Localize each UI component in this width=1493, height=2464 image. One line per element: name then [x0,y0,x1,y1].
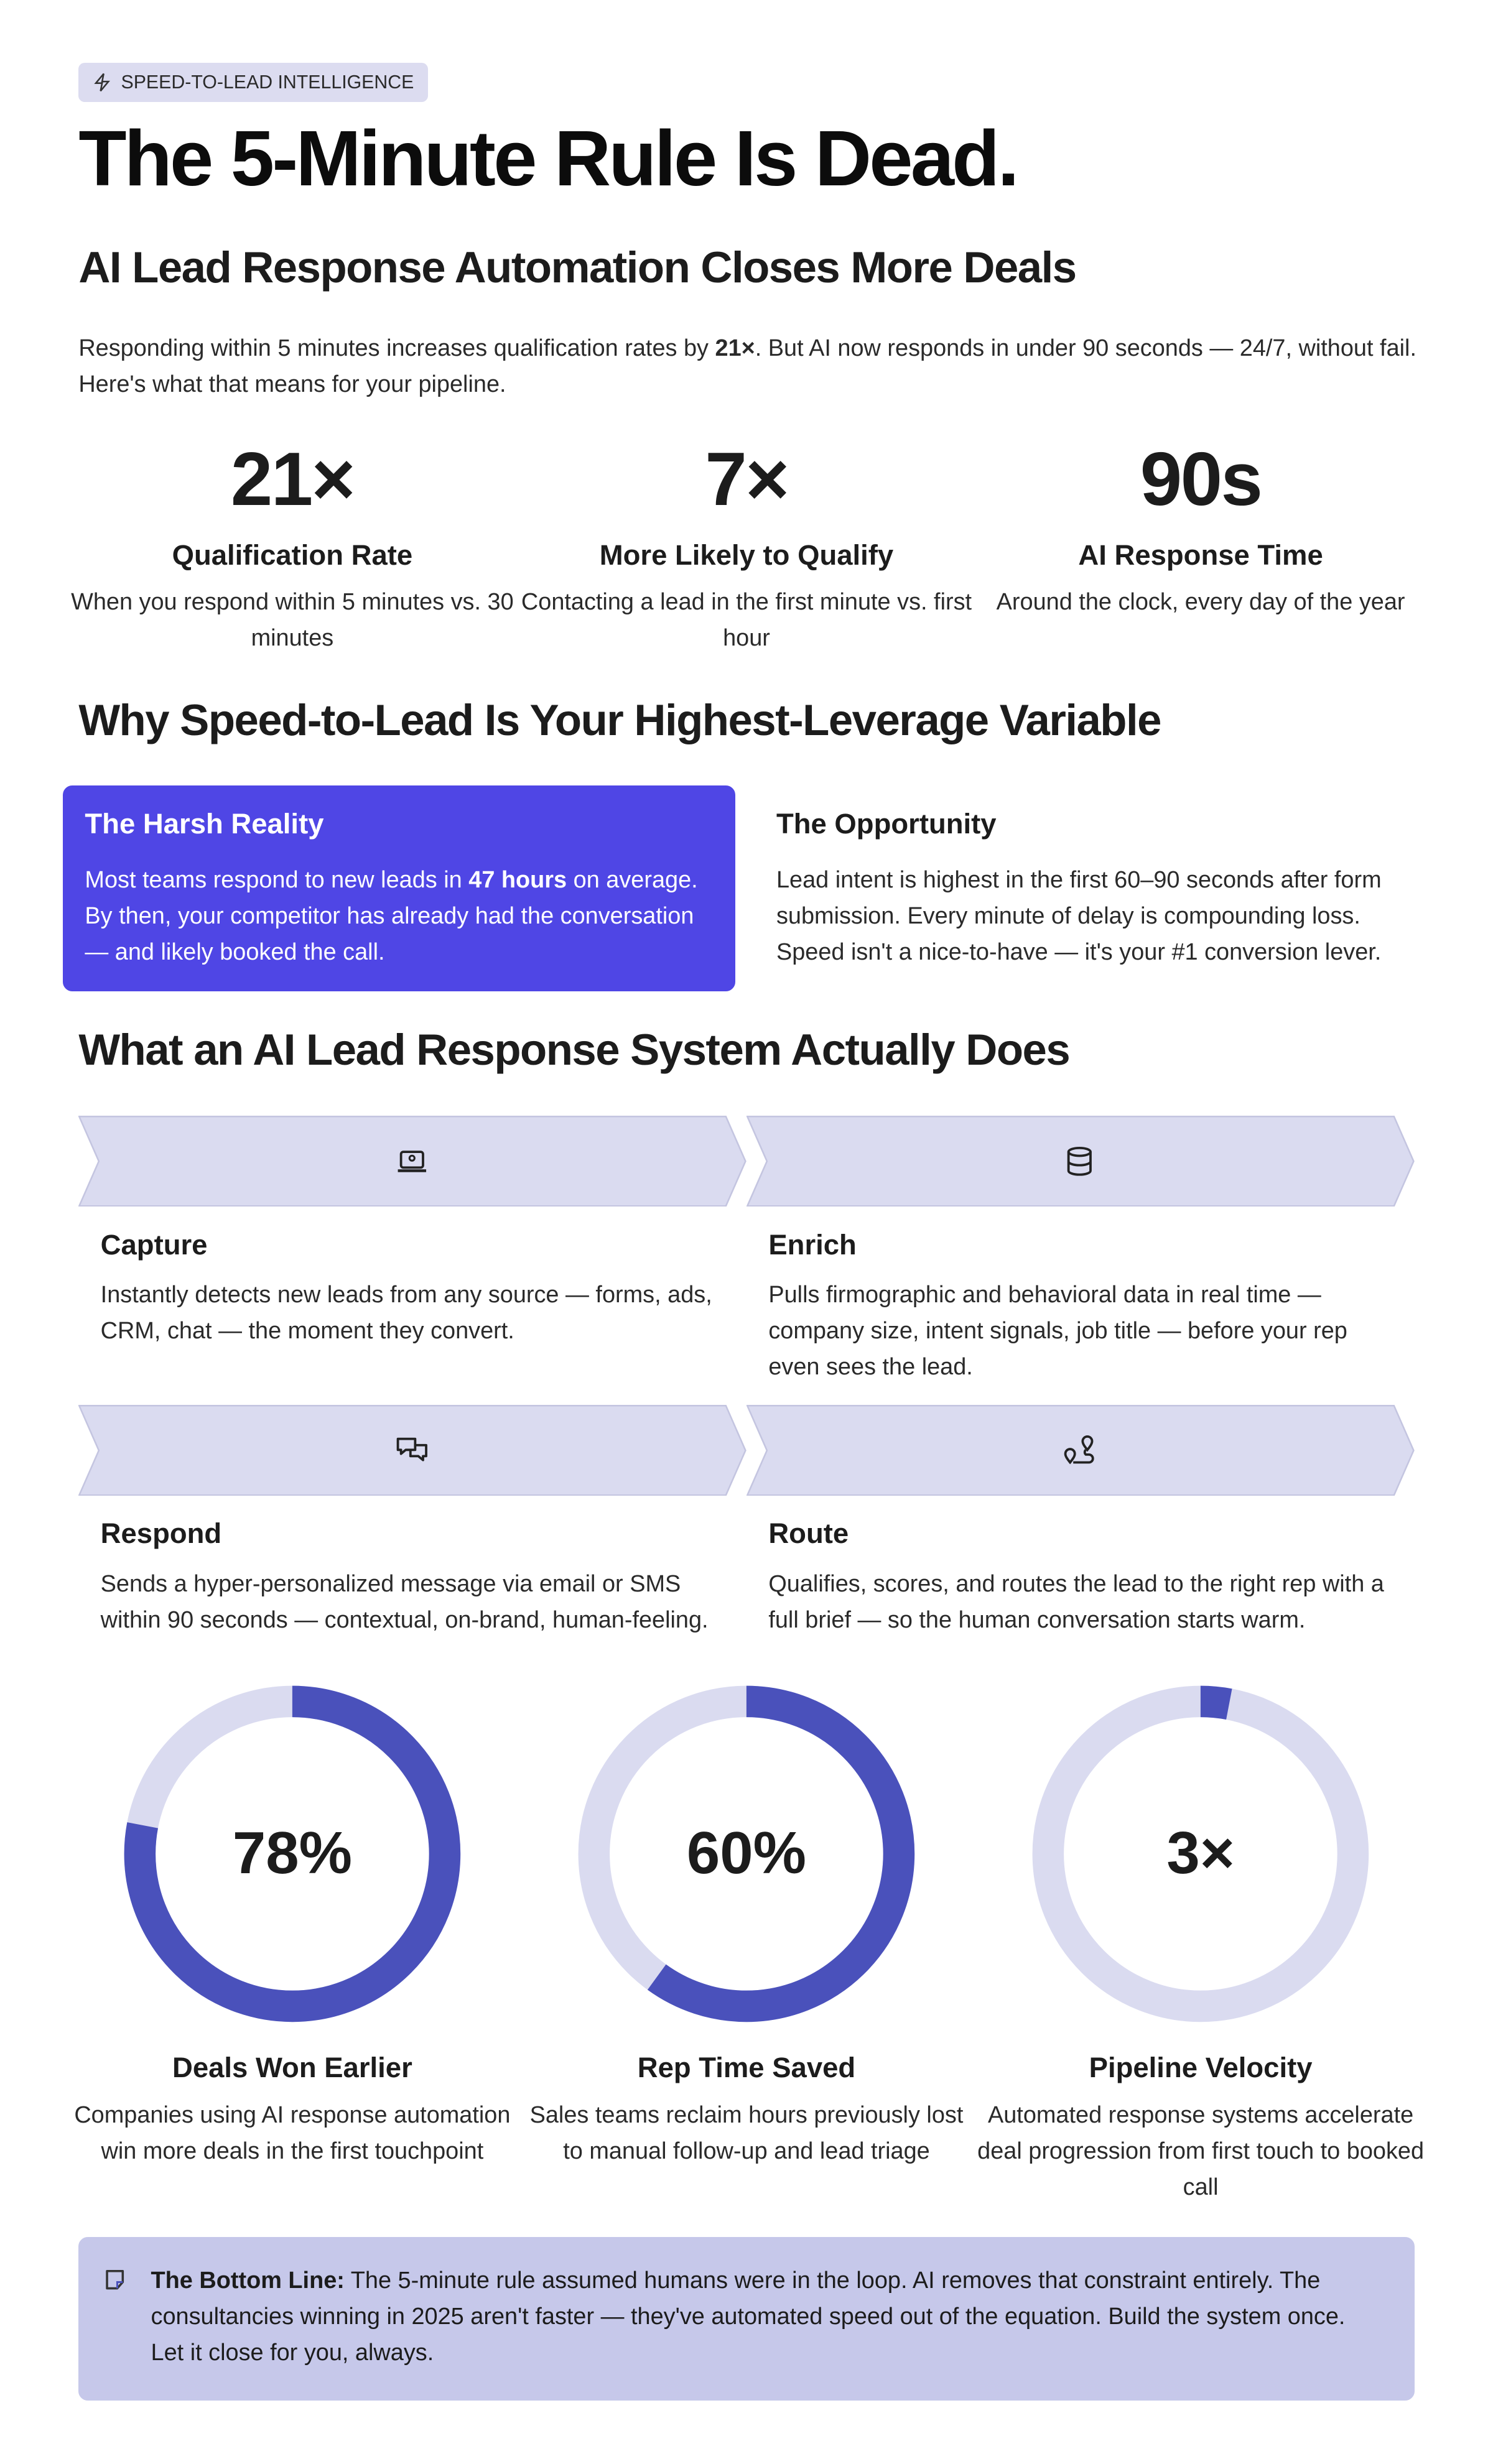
stat-desc: When you respond within 5 minutes vs. 30… [71,588,514,651]
step-title: Enrich [768,1228,857,1261]
chevron-banner [746,1404,1415,1496]
ring-deals-won: 78% Deals Won Earlier Companies using AI… [65,1681,521,2169]
badge-label: SPEED-TO-LEAD INTELLIGENCE [121,72,414,93]
step-desc: Sends a hyper-personalized message via e… [100,1570,709,1633]
ring-desc: Companies using AI response automation w… [74,2101,511,2164]
database-icon [1067,1146,1092,1176]
step-title: Respond [100,1517,222,1550]
step-capture: Capture Instantly detects new leads from… [78,1115,746,1349]
stat-qualification-rate: 21× Qualification Rate When you respond … [65,432,521,656]
stat-ai-response-time: 90s AI Response Time Around the clock, e… [973,432,1429,620]
intro-text: Responding within 5 minutes increases qu… [78,335,1416,397]
route-pins-icon [1064,1435,1094,1465]
stat-label: More Likely to Qualify [599,539,894,571]
harsh-reality-card: The Harsh Reality Most teams respond to … [63,785,736,992]
page-subtitle: AI Lead Response Automation Closes More … [78,243,1077,292]
step-desc: Pulls firmographic and behavioral data i… [768,1281,1347,1381]
category-badge: SPEED-TO-LEAD INTELLIGENCE [78,63,429,103]
laptop-icon [398,1150,426,1172]
page-title: The 5-Minute Rule Is Dead. [78,114,1019,202]
ring-value: 3× [1166,1820,1235,1887]
ring-desc: Sales teams reclaim hours previously los… [529,2101,964,2164]
stat-desc: Contacting a lead in the first minute vs… [521,588,972,651]
ring-rep-time: 60% Rep Time Saved Sales teams reclaim h… [519,1681,975,2169]
ring-label: Rep Time Saved [637,2052,856,2084]
system-heading: What an AI Lead Response System Actually… [78,1025,1070,1075]
card-text: Most teams respond to new leads in 47 ho… [85,866,698,966]
stat-value: 7× [705,436,789,521]
step-route: Route Qualifies, scores, and routes the … [746,1404,1415,1638]
stat-desc: Around the clock, every day of the year [996,588,1405,615]
card-title: The Opportunity [776,807,997,840]
stat-value: 90s [1140,436,1263,521]
chevron-banner [746,1115,1415,1207]
stat-likely-to-qualify: 7× More Likely to Qualify Contacting a l… [519,432,975,656]
ring-label: Pipeline Velocity [1089,2052,1313,2084]
ring-fill-arc [578,1685,915,2022]
bottom-line-text: The 5-minute rule assumed humans were in… [151,2267,1346,2366]
step-enrich: Enrich Pulls firmographic and behavioral… [746,1115,1415,1385]
ring-pipeline-velocity: 3× Pipeline Velocity Automated response … [973,1681,1429,2205]
stat-value: 21× [230,436,356,521]
chat-bubbles-icon [396,1438,427,1462]
ring-value: 60% [686,1820,807,1887]
ring-desc: Automated response systems accelerate de… [977,2101,1425,2200]
ring-value: 78% [232,1820,352,1887]
bottom-line-label: The Bottom Line: [151,2267,345,2294]
why-heading: Why Speed-to-Lead Is Your Highest-Levera… [78,695,1161,744]
note-icon [106,2269,124,2290]
lightning-icon [94,73,110,92]
stat-label: AI Response Time [1078,539,1323,571]
ring-fill-arc [124,1685,461,2022]
ring-label: Deals Won Earlier [172,2052,412,2084]
card-text: Lead intent is highest in the first 60–9… [776,866,1382,966]
step-respond: Respond Sends a hyper-personalized messa… [78,1404,746,1638]
stat-label: Qualification Rate [172,539,413,571]
step-desc: Qualifies, scores, and routes the lead t… [768,1570,1384,1633]
bottom-line-callout: The Bottom Line: The 5-minute rule assum… [78,2237,1415,2401]
opportunity-card: The Opportunity Lead intent is highest i… [755,785,1430,992]
step-title: Capture [100,1228,208,1261]
step-desc: Instantly detects new leads from any sou… [100,1281,712,1344]
step-title: Route [768,1517,849,1550]
ring-fill-arc [1032,1685,1369,2022]
card-title: The Harsh Reality [85,807,324,840]
